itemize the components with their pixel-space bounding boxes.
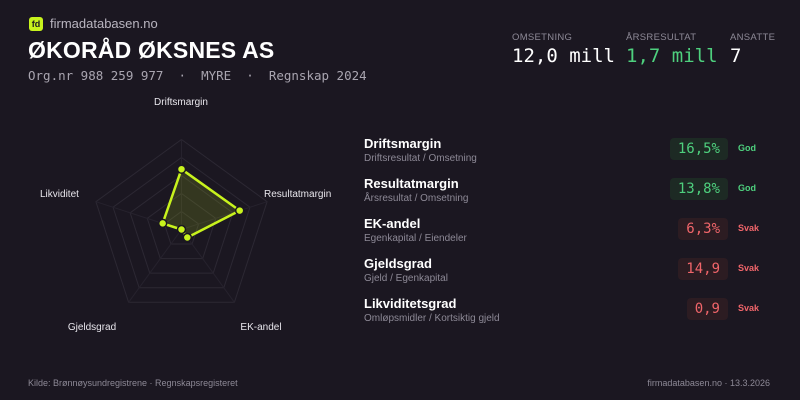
metric-value: 16,5% — [669, 138, 728, 160]
metric-status-badge: God — [738, 143, 756, 153]
radar-shape — [161, 167, 241, 239]
metric-value: 6,3% — [678, 218, 728, 240]
metric-row: EK-andel Egenkapital / Eiendeler 6,3% Sv… — [364, 216, 764, 252]
footer-right: firmadatabasen.no · 13.3.2026 — [647, 378, 770, 388]
radar-point — [176, 224, 187, 235]
kpi-label-arsresultat: ÅRSRESULTAT — [626, 32, 697, 43]
metric-formula: Egenkapital / Eiendeler — [364, 233, 467, 244]
metric-name: Likviditetsgrad — [364, 296, 457, 311]
radar-ring — [112, 156, 251, 289]
radar-point — [234, 205, 245, 216]
axis-label-likviditet: Likviditet — [40, 189, 79, 200]
kpi-value-ansatte: 7 — [730, 45, 742, 67]
metric-row: Gjeldsgrad Gjeld / Egenkapital 14,9 Svak — [364, 256, 764, 292]
metric-row: Likviditetsgrad Omløpsmidler / Kortsikti… — [364, 296, 764, 332]
metric-name: EK-andel — [364, 216, 421, 231]
company-subtitle: Org.nr 988 259 977 · MYRE · Regnskap 202… — [28, 68, 367, 83]
metric-name: Gjeldsgrad — [364, 256, 432, 271]
radar-ring — [95, 138, 268, 303]
metric-value: 14,9 — [678, 258, 728, 280]
metric-row: Resultatmargin Årsresultat / Omsetning 1… — [364, 176, 764, 212]
metric-value: 0,9 — [686, 298, 728, 320]
radar-ring — [163, 210, 200, 245]
metric-formula: Omløpsmidler / Kortsiktig gjeld — [364, 313, 500, 324]
axis-label-gjeldsgrad: Gjeldsgrad — [68, 322, 116, 333]
radar-spoke — [128, 229, 182, 303]
axis-label-resultatmargin: Resultatmargin — [264, 189, 331, 200]
metric-formula: Årsresultat / Omsetning — [364, 193, 469, 204]
radar-point — [157, 218, 168, 229]
kpi-value-omsetning: 12,0 mill — [512, 45, 615, 67]
brand-logo: fd — [29, 17, 43, 31]
radar-point — [176, 164, 187, 174]
metric-formula: Gjeld / Egenkapital — [364, 273, 448, 284]
radar-spoke — [181, 229, 235, 303]
radar-chart: Driftsmargin Resultatmargin EK-andel Gje… — [40, 97, 331, 333]
metric-status-badge: God — [738, 183, 756, 193]
metric-status-badge: Svak — [738, 263, 760, 273]
radar-ring — [129, 174, 234, 274]
kpi-value-arsresultat: 1,7 mill — [626, 45, 718, 67]
radar-ring — [146, 192, 217, 260]
footer-source: Kilde: Brønnøysundregistrene · Regnskaps… — [28, 378, 238, 388]
metric-status-badge: Svak — [738, 223, 760, 233]
kpi-label-omsetning: OMSETNING — [512, 32, 573, 43]
metric-row: Driftsmargin Driftsresultat / Omsetning … — [364, 136, 764, 172]
company-name: ØKORÅD ØKSNES AS — [28, 37, 275, 63]
radar-point — [182, 232, 193, 243]
axis-label-ek-andel: EK-andel — [240, 322, 281, 333]
metric-formula: Driftsresultat / Omsetning — [364, 153, 477, 164]
metric-status-badge: Svak — [738, 303, 760, 313]
radar-spoke — [181, 201, 268, 230]
kpi-label-ansatte: ANSATTE — [730, 32, 776, 43]
metric-value: 13,8% — [669, 178, 728, 200]
metric-name: Driftsmargin — [364, 136, 442, 151]
site-name[interactable]: firmadatabasen.no — [50, 16, 158, 31]
axis-label-driftsmargin: Driftsmargin — [154, 97, 208, 108]
metric-name: Resultatmargin — [364, 176, 459, 191]
